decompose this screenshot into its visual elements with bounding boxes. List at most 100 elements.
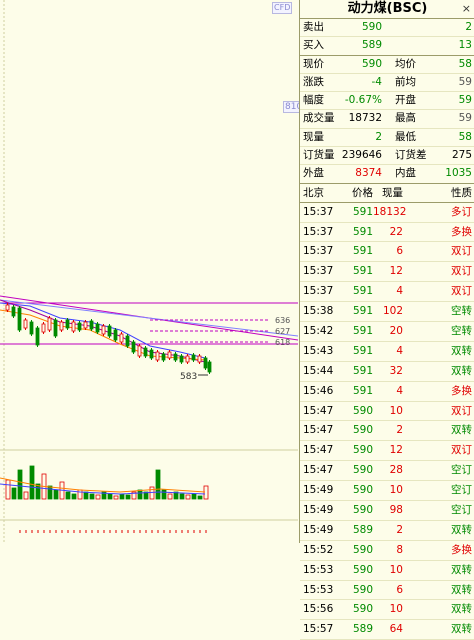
- candle-body: [143, 347, 148, 357]
- tick-row[interactable]: 15:37 591 12 双订: [300, 262, 474, 283]
- tick-time: 15:38: [303, 305, 334, 318]
- tick-row[interactable]: 15:57 589 64 双转: [300, 620, 474, 640]
- volume-bar: [29, 465, 35, 500]
- tick-row[interactable]: 15:56 590 10 双转: [300, 600, 474, 621]
- tick-row[interactable]: 15:47 590 10 双订: [300, 402, 474, 422]
- tick-type: 双订: [451, 404, 472, 417]
- volume-bar: [167, 493, 173, 500]
- tick-price: 591: [352, 325, 373, 338]
- tick-volume: 64: [389, 623, 403, 636]
- tick-row[interactable]: 15:44 591 32 双转: [300, 362, 474, 382]
- quote-label: 外盘: [303, 167, 324, 180]
- candle-body: [173, 353, 178, 361]
- tick-row[interactable]: 15:42 591 20 空转: [300, 322, 474, 342]
- candle-body: [17, 307, 22, 331]
- candle-body: [101, 325, 106, 335]
- close-icon[interactable]: ×: [461, 2, 471, 15]
- tick-volume: 8: [396, 543, 403, 556]
- tick-price: 590: [352, 444, 373, 457]
- tick-type: 多订: [451, 205, 472, 218]
- volume-bar: [11, 487, 17, 500]
- tick-volume: 2: [396, 523, 403, 536]
- quote-value2: 58: [458, 57, 472, 70]
- tick-volume: 4: [396, 344, 403, 357]
- quote-row: 买入 589 13: [300, 37, 474, 56]
- quote-label2: 均价: [395, 57, 416, 70]
- quote-label: 现价: [303, 57, 324, 70]
- tick-row[interactable]: 15:37 591 6 双订: [300, 242, 474, 263]
- candle-body: [107, 325, 112, 337]
- tick-row[interactable]: 15:49 589 2 双转: [300, 521, 474, 541]
- tick-volume: 4: [396, 384, 403, 397]
- tick-row[interactable]: 15:43 591 4 双转: [300, 342, 474, 362]
- tick-type: 空订: [451, 504, 472, 517]
- tick-price: 590: [352, 563, 373, 576]
- tick-type: 多换: [451, 543, 472, 556]
- volume-bar: [197, 495, 203, 500]
- quote-row: 现量 2 最低 58: [300, 129, 474, 148]
- quote-row: 外盘 8374 内盘 1035: [300, 165, 474, 184]
- candle-body: [65, 319, 70, 329]
- candle-body: [35, 327, 40, 346]
- candle-body: [77, 322, 82, 331]
- tick-time: 15:52: [303, 543, 334, 556]
- tick-row[interactable]: 15:46 591 4 多换: [300, 382, 474, 402]
- kline-chart-pane[interactable]: 636 627 618 583 CFD 810: [0, 0, 305, 543]
- volume-bar: [17, 469, 23, 500]
- tick-row[interactable]: 15:49 590 98 空订: [300, 501, 474, 521]
- tick-time: 15:53: [303, 583, 334, 596]
- quote-row: 现价 590 均价 58: [300, 56, 474, 74]
- tick-row[interactable]: 15:53 590 10 双转: [300, 561, 474, 581]
- volume-bar: [65, 491, 71, 500]
- tick-price: 589: [352, 523, 373, 536]
- tick-time: 15:47: [303, 404, 334, 417]
- tick-type: 双订: [451, 265, 472, 278]
- tick-volume: 10: [389, 603, 403, 616]
- tick-volume: 20: [389, 325, 403, 338]
- ticks-list[interactable]: 15:37 591 18132 多订 15:37 591 22 多换 15:37 591 6 双订 15…: [300, 203, 474, 640]
- quote-label: 卖出: [303, 21, 324, 33]
- quote-value: 590: [361, 21, 382, 33]
- quote-value: 589: [361, 39, 382, 52]
- kline-chart[interactable]: 636 627 618 583: [0, 0, 298, 543]
- quote-label2: 前均: [395, 75, 416, 88]
- tick-type: 双转: [451, 364, 472, 377]
- tick-row[interactable]: 15:47 590 12 双订: [300, 441, 474, 462]
- tick-price: 591: [352, 205, 373, 218]
- volume-bar: [143, 491, 149, 500]
- tick-time: 15:49: [303, 504, 334, 517]
- tick-row[interactable]: 15:52 590 8 多换: [300, 541, 474, 561]
- volume-bar: [53, 489, 59, 500]
- tick-row[interactable]: 15:38 591 102 空转: [300, 302, 474, 323]
- tick-type: 双订: [451, 444, 472, 457]
- tick-row[interactable]: 15:37 591 4 双订: [300, 282, 474, 303]
- candle-body: [149, 349, 154, 359]
- level-label: 618: [275, 338, 290, 347]
- header-type: 性质: [451, 186, 472, 199]
- tick-time: 15:56: [303, 603, 334, 616]
- tick-row[interactable]: 15:37 591 18132 多订: [300, 203, 474, 223]
- tick-row[interactable]: 15:47 590 28 空订: [300, 461, 474, 482]
- tick-row[interactable]: 15:47 590 2 双转: [300, 421, 474, 442]
- tick-time: 15:57: [303, 623, 334, 636]
- tick-volume: 10: [389, 563, 403, 576]
- candle-body: [11, 306, 16, 317]
- tick-price: 590: [352, 464, 373, 477]
- tick-time: 15:37: [303, 265, 334, 278]
- quote-panel: 动力煤(BSC) × 卖出 590 2 买入 589 13 现价 590 均价 58 涨跌 -4 前均 5…: [299, 0, 474, 640]
- quote-row: 幅度 -0.67% 开盘 59: [300, 92, 474, 111]
- tick-volume: 102: [382, 305, 403, 318]
- instrument-title: 动力煤(BSC) ×: [300, 0, 474, 19]
- tick-price: 589: [352, 623, 373, 636]
- tick-type: 空订: [451, 464, 472, 477]
- tick-row[interactable]: 15:49 590 10 空订: [300, 481, 474, 502]
- tick-volume: 10: [389, 404, 403, 417]
- quote-value2: 59: [458, 75, 472, 88]
- candle-body: [207, 361, 212, 373]
- tick-row[interactable]: 15:37 591 22 多换: [300, 223, 474, 243]
- volume-bar: [185, 494, 191, 500]
- tick-price: 591: [352, 225, 373, 238]
- chart-mode-button[interactable]: CFD: [272, 2, 293, 14]
- tick-row[interactable]: 15:53 590 6 双转: [300, 581, 474, 601]
- tick-price: 590: [352, 484, 373, 497]
